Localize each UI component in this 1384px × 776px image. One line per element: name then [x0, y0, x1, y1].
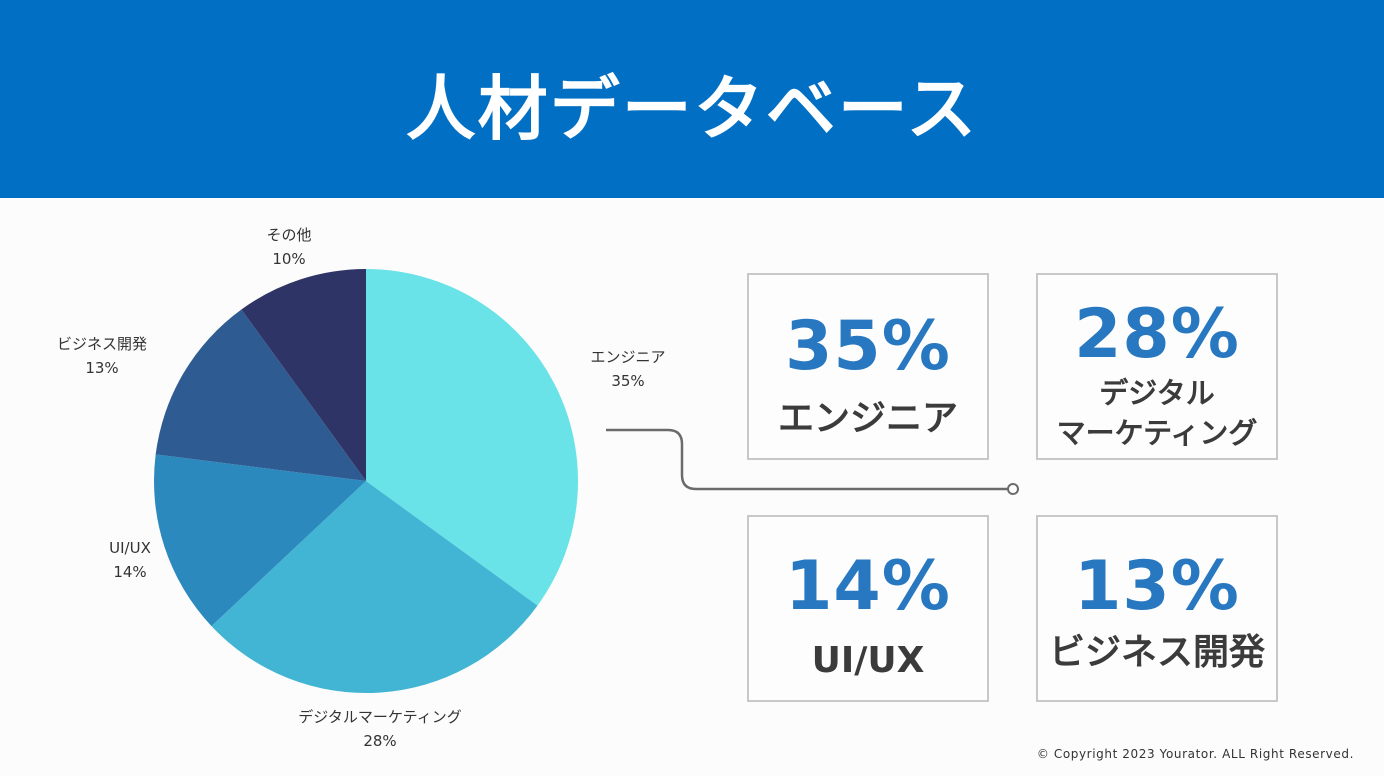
pie-slice-3: [155, 309, 366, 481]
stat-card-engineer-name-line: エンジニア: [777, 398, 958, 439]
stat-card-uiux-name-line: UI/UX: [811, 640, 925, 681]
stat-card-engineer: 35% エンジニア: [747, 273, 989, 460]
connector-end-dot: [1007, 483, 1019, 495]
stat-card-digital-marketing-name: デジタル マーケティング: [1038, 373, 1276, 453]
pie-slice-2: [153, 454, 366, 627]
pie-slice-4: [241, 269, 366, 481]
stat-card-uiux-percent: 14%: [785, 547, 951, 626]
stat-card-business-dev: 13% ビジネス開発: [1036, 515, 1278, 702]
pie-label-business-dev-name: ビジネス開発: [56, 335, 147, 353]
pie-label-engineer-name: エンジニア: [590, 348, 666, 366]
stat-card-digital-marketing-percent: 28%: [1074, 295, 1240, 374]
stat-card-business-dev-percent: 13%: [1074, 547, 1240, 626]
header-banner: 人材データベース: [0, 0, 1384, 198]
pie-label-other: その他 10%: [249, 223, 329, 271]
stat-card-digital-marketing-name-line-2: マーケティング: [1056, 416, 1258, 450]
stat-card-uiux-name: UI/UX: [749, 639, 987, 683]
pie-label-uiux-percent: 14%: [113, 563, 147, 581]
stat-card-business-dev-name-line: ビジネス開発: [1048, 632, 1265, 673]
stat-card-digital-marketing-name-line-1: デジタル: [1099, 376, 1215, 410]
stat-card-business-dev-name: ビジネス開発: [1038, 631, 1276, 675]
stat-card-uiux: 14% UI/UX: [747, 515, 989, 702]
pie-label-engineer: エンジニア 35%: [576, 345, 680, 393]
pie-label-uiux: UI/UX 14%: [90, 536, 170, 584]
pie-label-uiux-name: UI/UX: [109, 539, 151, 557]
copyright-text: © Copyright 2023 Yourator. ALL Right Res…: [1036, 747, 1354, 761]
pie-label-engineer-percent: 35%: [611, 372, 645, 390]
stat-card-engineer-name: エンジニア: [749, 397, 987, 441]
pie-slice-1: [211, 481, 538, 693]
pie-label-other-name: その他: [266, 226, 312, 244]
pie-label-digital-marketing-name: デジタルマーケティング: [298, 708, 462, 726]
pie-chart: [153, 269, 578, 693]
pie-label-business-dev-percent: 13%: [85, 359, 119, 377]
page-title: 人材データベース: [405, 67, 979, 150]
pie-slice-0: [366, 269, 578, 606]
pie-label-digital-marketing: デジタルマーケティング 28%: [270, 705, 490, 753]
stat-card-engineer-percent: 35%: [785, 307, 951, 386]
pie-label-digital-marketing-percent: 28%: [363, 732, 397, 750]
stat-card-digital-marketing: 28% デジタル マーケティング: [1036, 273, 1278, 460]
pie-label-other-percent: 10%: [272, 250, 306, 268]
pie-label-business-dev: ビジネス開発 13%: [42, 332, 162, 380]
